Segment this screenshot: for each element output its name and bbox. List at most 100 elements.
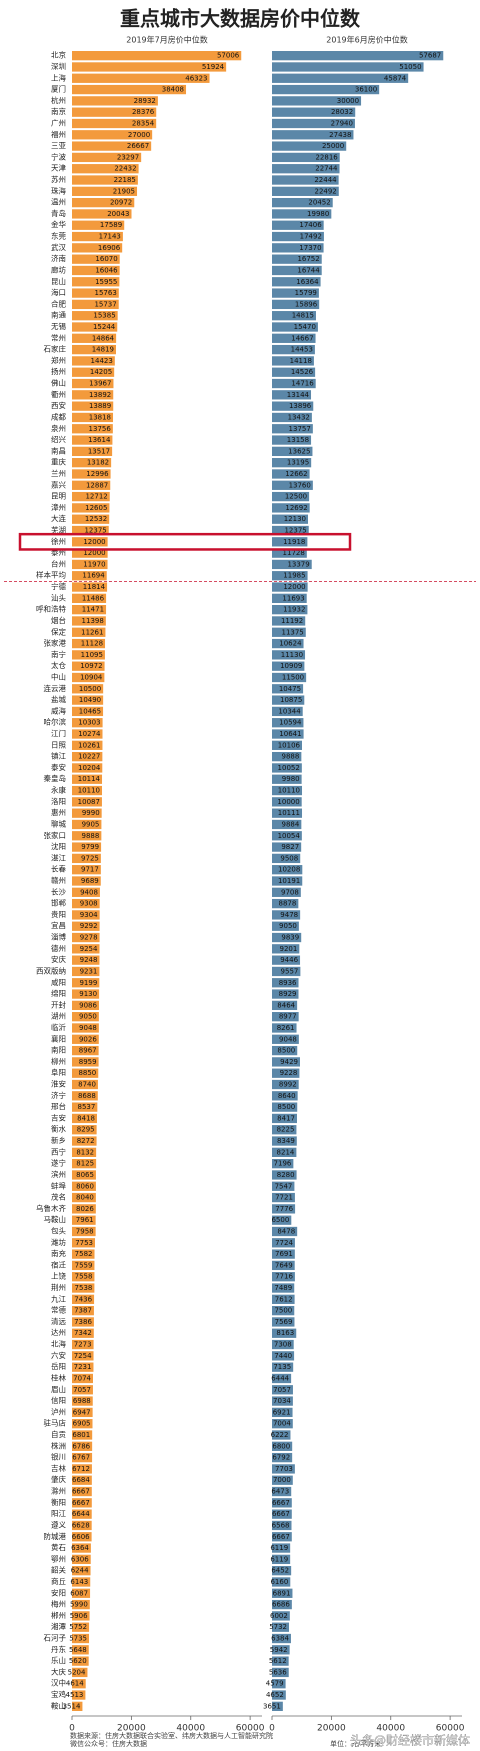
bar — [272, 1317, 295, 1327]
bar — [72, 718, 103, 728]
value-label: 51924 — [202, 63, 225, 71]
bar — [72, 1645, 89, 1655]
category-label: 咸阳 — [51, 977, 66, 987]
bar — [272, 322, 318, 332]
category-label: 宁德 — [51, 581, 66, 591]
category-label: 长沙 — [51, 886, 66, 896]
bar — [272, 73, 409, 83]
bar — [272, 1419, 293, 1429]
value-label: 9248 — [80, 956, 98, 964]
bar — [272, 333, 316, 343]
value-label: 7961 — [76, 1216, 94, 1224]
bar — [72, 593, 107, 603]
bar — [72, 1452, 93, 1463]
bar — [272, 1170, 297, 1180]
value-label: 13158 — [287, 436, 309, 444]
bar — [272, 1396, 293, 1406]
value-label: 6801 — [72, 1431, 90, 1439]
bar — [72, 740, 103, 750]
bar — [272, 774, 302, 784]
category-label: 包头 — [51, 1225, 66, 1235]
bar — [272, 706, 303, 717]
x-tick-label: 40000 — [176, 1724, 205, 1734]
value-label: 9725 — [81, 854, 99, 862]
bar — [72, 1475, 92, 1485]
value-label: 8272 — [77, 1137, 95, 1145]
bar — [272, 1215, 292, 1225]
value-label: 6384 — [271, 1635, 289, 1643]
bar — [72, 525, 109, 536]
bar — [272, 582, 308, 592]
category-label: 杭州 — [51, 95, 66, 105]
value-label: 8500 — [277, 1047, 295, 1055]
value-label: 11970 — [83, 560, 105, 568]
value-label: 3514 — [63, 1702, 81, 1710]
bar — [272, 1441, 293, 1451]
category-label: 成都 — [51, 411, 66, 421]
bar — [72, 1283, 95, 1293]
bar — [272, 1079, 299, 1090]
value-label: 13517 — [88, 447, 110, 455]
bar — [72, 1045, 99, 1056]
value-label: 9308 — [80, 900, 98, 908]
value-label: 14819 — [92, 346, 114, 354]
value-label: 17589 — [100, 221, 122, 229]
category-label: 温州 — [51, 198, 66, 207]
value-label: 9026 — [79, 1035, 97, 1043]
category-label: 汉中 — [51, 1678, 66, 1688]
value-label: 9478 — [280, 911, 298, 919]
value-label: 13182 — [87, 459, 109, 467]
x-tick-label: 60000 — [436, 1724, 465, 1734]
value-label: 17492 — [300, 233, 322, 241]
category-label: 绵阳 — [51, 988, 66, 998]
bar — [72, 989, 100, 999]
bar — [72, 458, 112, 468]
value-label: 4652 — [266, 1691, 284, 1699]
category-label: 汕头 — [51, 592, 66, 602]
value-label: 10624 — [279, 640, 302, 648]
bar — [72, 1599, 90, 1610]
value-label: 10106 — [278, 741, 301, 749]
bar — [272, 1701, 283, 1711]
value-label: 8464 — [277, 1001, 295, 1009]
value-label: 14526 — [291, 368, 314, 376]
bar — [72, 1396, 93, 1406]
value-label: 7135 — [273, 1363, 291, 1371]
value-label: 5648 — [69, 1646, 87, 1654]
value-label: 11932 — [283, 606, 305, 614]
bar — [72, 243, 123, 253]
value-label: 22744 — [315, 165, 338, 173]
value-label: 20972 — [110, 199, 132, 207]
bar — [272, 616, 306, 626]
category-label: 吉林 — [51, 1463, 66, 1473]
bar — [72, 265, 120, 276]
bar — [72, 1305, 94, 1316]
value-label: 9048 — [279, 1035, 297, 1043]
value-label: 13757 — [289, 425, 311, 433]
category-label: 西安 — [51, 400, 66, 410]
bar — [272, 424, 313, 434]
category-label: 徐州 — [51, 536, 66, 546]
category-label: 福州 — [51, 130, 66, 139]
value-label: 5204 — [68, 1668, 86, 1676]
bar — [272, 1260, 295, 1271]
bar — [72, 966, 100, 977]
value-label: 10904 — [80, 673, 103, 681]
category-label: 泰安 — [51, 762, 66, 772]
category-label: 北京 — [51, 50, 66, 60]
category-label: 样本平均 — [36, 570, 66, 580]
bar — [72, 1362, 94, 1372]
value-label: 7254 — [74, 1352, 92, 1360]
value-label: 12712 — [85, 493, 107, 501]
value-label: 8060 — [76, 1182, 94, 1190]
value-label: 10641 — [279, 730, 301, 738]
bar — [272, 548, 307, 558]
bar — [272, 480, 313, 490]
category-label: 贵阳 — [51, 909, 66, 919]
value-label: 12000 — [83, 538, 105, 546]
category-label: 南阳 — [51, 1045, 66, 1055]
bar — [272, 944, 300, 954]
bar — [272, 1373, 292, 1384]
bar — [272, 62, 424, 72]
value-label: 9717 — [81, 866, 99, 874]
